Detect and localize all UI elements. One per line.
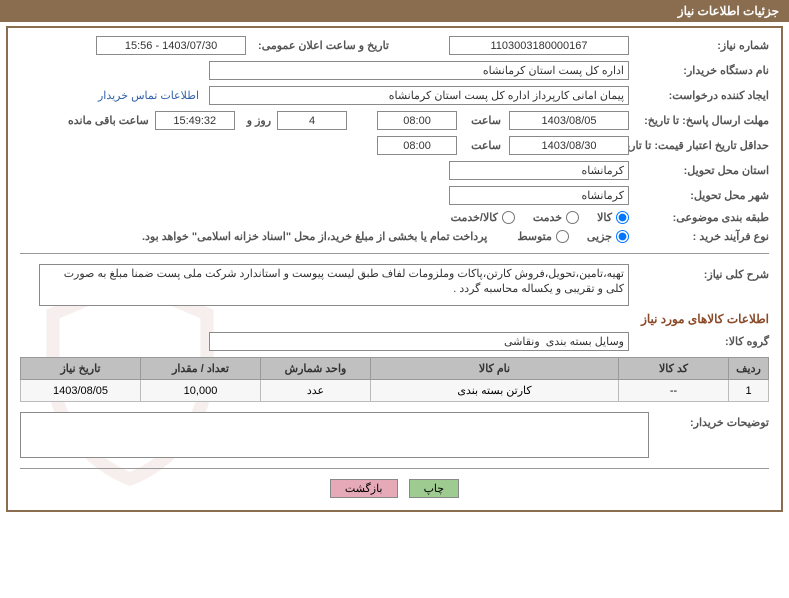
table-row: 1 -- کارتن بسته بندی عدد 10,000 1403/08/… [21,380,769,402]
td-row: 1 [729,380,769,402]
back-button[interactable]: بازگشت [330,479,398,498]
print-button[interactable]: چاپ [409,479,460,498]
th-unit: واحد شمارش [261,358,371,380]
process-small-text: جزیی [587,230,612,243]
need-number-label: شماره نیاز: [629,39,769,52]
buyer-org-input[interactable] [209,61,629,80]
category-service-option[interactable]: خدمت [533,211,579,224]
validity-time-input[interactable] [377,136,457,155]
category-goods-radio[interactable] [616,211,629,224]
category-both-option[interactable]: کالا/خدمت [451,211,515,224]
row-need-number: شماره نیاز: تاریخ و ساعت اعلان عمومی: [20,36,769,55]
category-both-text: کالا/خدمت [451,211,498,224]
deadline-time-label: ساعت [465,114,501,127]
td-qty: 10,000 [141,380,261,402]
announce-label: تاریخ و ساعت اعلان عمومی: [252,39,389,52]
th-qty: تعداد / مقدار [141,358,261,380]
goods-group-input[interactable] [209,332,629,351]
deadline-label: مهلت ارسال پاسخ: تا تاریخ: [629,114,769,127]
deadline-days-input[interactable] [277,111,347,130]
city-input[interactable] [449,186,629,205]
announce-input[interactable] [96,36,246,55]
th-name: نام کالا [371,358,619,380]
deadline-remaining-label: ساعت باقی مانده [62,114,149,127]
process-small-option[interactable]: جزیی [587,230,629,243]
th-row: ردیف [729,358,769,380]
panel-header: جزئیات اطلاعات نیاز [0,0,789,22]
deadline-days-label: روز و [241,114,271,127]
row-process: نوع فرآیند خرید : جزیی متوسط پرداخت تمام… [20,230,769,243]
deadline-time-input[interactable] [377,111,457,130]
td-unit: عدد [261,380,371,402]
requester-input[interactable] [209,86,629,105]
td-name: کارتن بسته بندی [371,380,619,402]
td-code: -- [619,380,729,402]
separator-2 [20,468,769,469]
description-textarea[interactable]: تهیه،تامین،تحویل،فروش کارتن،پاکات وملزوم… [39,264,629,306]
panel-title: جزئیات اطلاعات نیاز [678,4,779,18]
validity-time-label: ساعت [465,139,501,152]
process-medium-text: متوسط [517,230,552,243]
row-description: شرح کلی نیاز: تهیه،تامین،تحویل،فروش کارت… [20,264,769,306]
validity-label: حداقل تاریخ اعتبار قیمت: تا تاریخ: [629,139,769,152]
category-service-text: خدمت [533,211,562,224]
province-label: استان محل تحویل: [629,164,769,177]
process-medium-radio[interactable] [556,230,569,243]
goods-section-title: اطلاعات کالاهای مورد نیاز [20,312,769,326]
category-both-radio[interactable] [502,211,515,224]
row-requester: ایجاد کننده درخواست: اطلاعات تماس خریدار [20,86,769,105]
city-label: شهر محل تحویل: [629,189,769,202]
buyer-org-label: نام دستگاه خریدار: [629,64,769,77]
category-goods-text: کالا [597,211,612,224]
process-radio-group: جزیی متوسط [517,230,629,243]
row-category: طبقه بندی موضوعی: کالا خدمت کالا/خدمت [20,211,769,224]
td-date: 1403/08/05 [21,380,141,402]
separator-1 [20,253,769,254]
description-label: شرح کلی نیاز: [629,264,769,281]
process-medium-option[interactable]: متوسط [517,230,569,243]
process-note: پرداخت تمام یا بخشی از مبلغ خرید،از محل … [142,230,487,243]
category-label: طبقه بندی موضوعی: [629,211,769,224]
province-input[interactable] [449,161,629,180]
th-code: کد کالا [619,358,729,380]
goods-table: ردیف کد کالا نام کالا واحد شمارش تعداد /… [20,357,769,402]
row-validity: حداقل تاریخ اعتبار قیمت: تا تاریخ: ساعت [20,136,769,155]
buyer-notes-textarea[interactable] [20,412,649,458]
deadline-remaining-input[interactable] [155,111,235,130]
category-goods-option[interactable]: کالا [597,211,629,224]
buyer-notes-label: توضیحات خریدار: [649,412,769,429]
goods-group-label: گروه کالا: [629,335,769,348]
row-goods-group: گروه کالا: [20,332,769,351]
requester-label: ایجاد کننده درخواست: [629,89,769,102]
contact-buyer-link[interactable]: اطلاعات تماس خریدار [98,89,199,102]
row-province: استان محل تحویل: [20,161,769,180]
need-number-input[interactable] [449,36,629,55]
validity-date-input[interactable] [509,136,629,155]
button-row: چاپ بازگشت [20,479,769,498]
row-deadline: مهلت ارسال پاسخ: تا تاریخ: ساعت روز و سا… [20,111,769,130]
category-service-radio[interactable] [566,211,579,224]
process-label: نوع فرآیند خرید : [629,230,769,243]
row-city: شهر محل تحویل: [20,186,769,205]
deadline-date-input[interactable] [509,111,629,130]
row-buyer-org: نام دستگاه خریدار: [20,61,769,80]
table-header-row: ردیف کد کالا نام کالا واحد شمارش تعداد /… [21,358,769,380]
category-radio-group: کالا خدمت کالا/خدمت [451,211,629,224]
th-date: تاریخ نیاز [21,358,141,380]
row-buyer-notes: توضیحات خریدار: [20,412,769,458]
process-small-radio[interactable] [616,230,629,243]
panel-body: شماره نیاز: تاریخ و ساعت اعلان عمومی: نا… [6,26,783,512]
